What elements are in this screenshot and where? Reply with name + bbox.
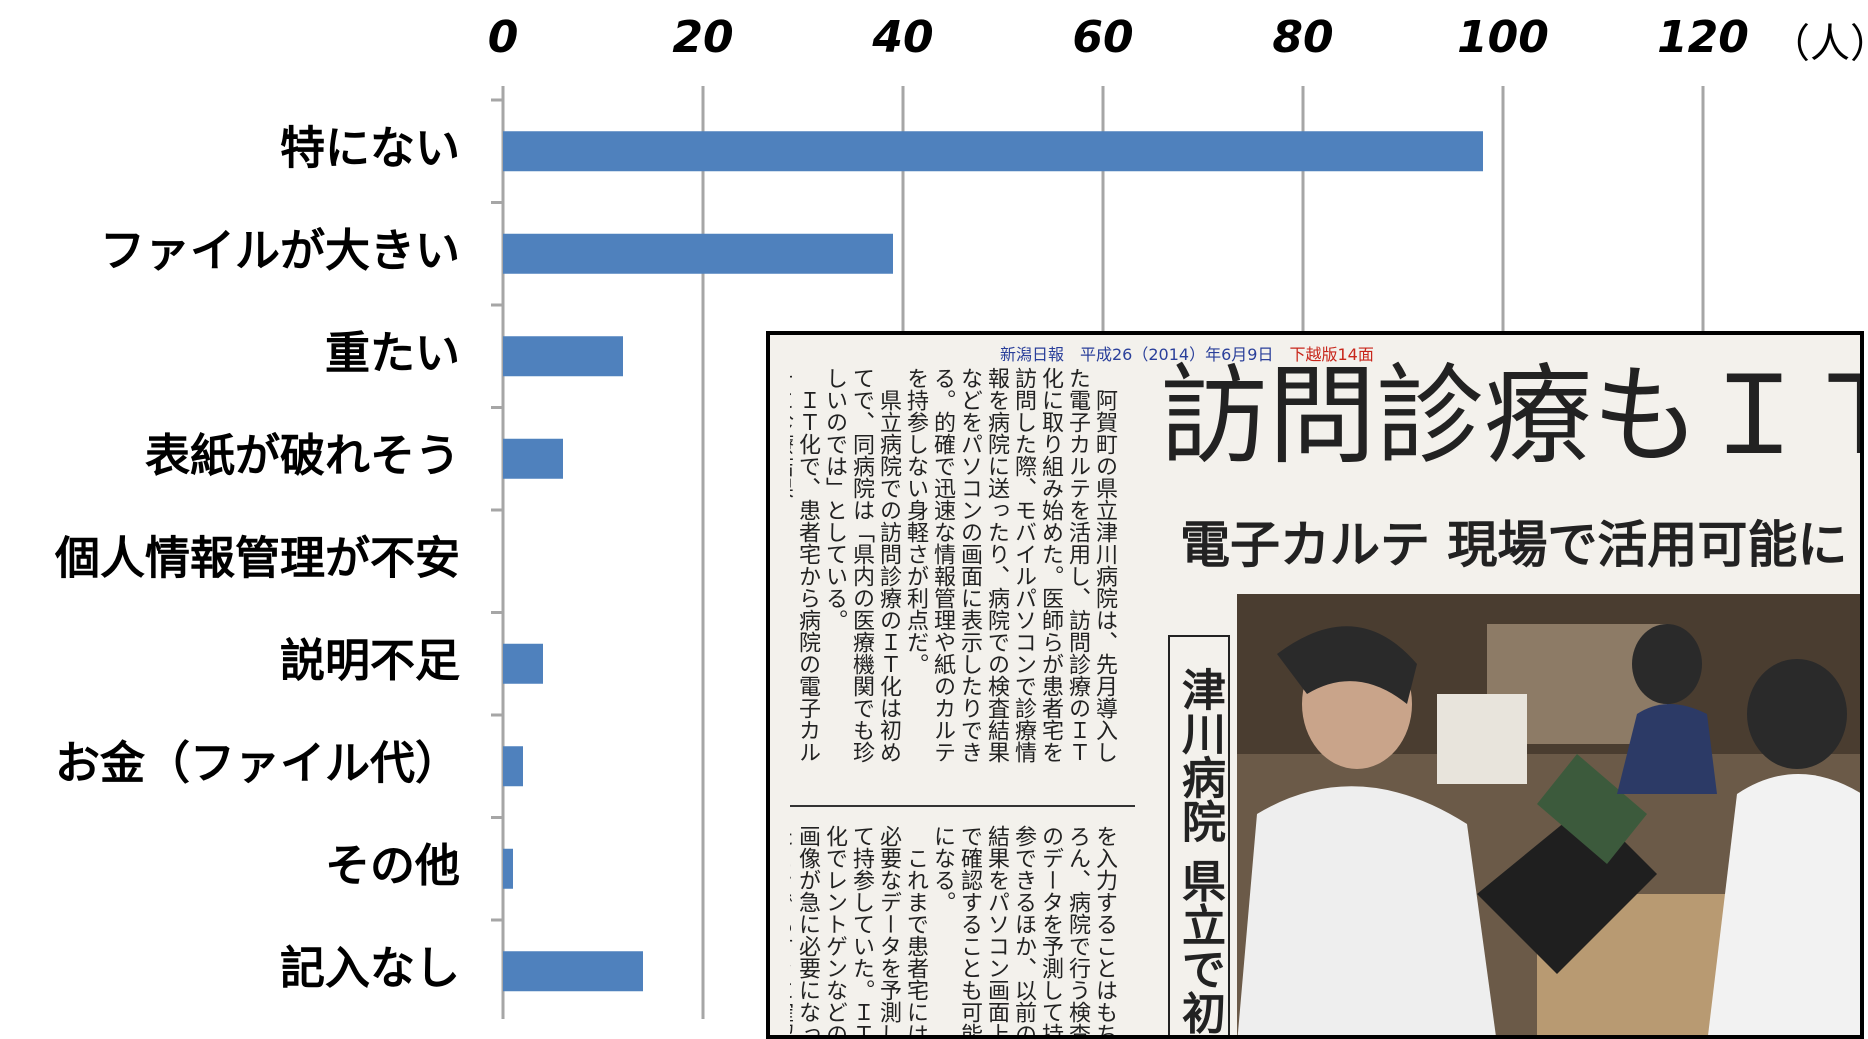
side-heading: 津川病院 県立で初 (1168, 635, 1230, 1039)
y-tick-label: 表紙が破れそう (145, 429, 460, 482)
y-tick-label: 特にない (280, 121, 460, 174)
y-tick-label: その他 (325, 839, 460, 892)
body-upper: 阿賀町の県立津川病院は、先月導入した電子カルテを活用し、訪問診療のＩＴ化に取り組… (790, 367, 1118, 777)
y-tick-label: 重たい (325, 326, 460, 379)
y-tick-label: ファイルが大きい (100, 224, 460, 277)
y-tick-label: 説明不足 (280, 634, 460, 687)
headline: 訪問診療もＩＴ化 (1160, 357, 1864, 477)
subheadline: 電子カルテ 現場で活用可能に (1180, 505, 1847, 577)
page: （人） 0 20 40 60 80 100 120 特にないファイルが大きい重たい表紙が破れそ… (0, 0, 1868, 1019)
bar (503, 644, 543, 684)
photo (1237, 594, 1862, 1039)
unit-label: （人） (1770, 21, 1868, 67)
y-tick-label: 個人情報管理が不安 (54, 531, 460, 584)
rule (790, 805, 1135, 807)
body-lower: を入力することはもちろん、病院で行う検査のデータを予測して持参できるほか、以前の… (790, 825, 1118, 1039)
newspaper-article: 新潟日報 平成26（2014）年6月9日 下越版14面 訪問診療もＩＴ化 電子カ… (766, 331, 1864, 1039)
bar (503, 439, 563, 479)
x-tick-label: 80 (1272, 12, 1333, 63)
bar (503, 131, 1483, 171)
x-tick-label: 60 (1072, 12, 1133, 63)
y-tick-label: お金（ファイル代） (55, 736, 460, 789)
bar (503, 951, 643, 991)
x-tick-label: 40 (871, 12, 933, 63)
bar (503, 234, 893, 274)
bar (503, 336, 623, 376)
y-tick-label: 記入なし (280, 941, 460, 994)
x-tick-label: 120 (1657, 12, 1749, 63)
x-tick-label: 20 (672, 12, 733, 63)
bar (503, 849, 513, 889)
x-tick-label: 100 (1457, 12, 1549, 63)
bar (503, 746, 523, 786)
x-tick-label: 0 (488, 12, 519, 63)
